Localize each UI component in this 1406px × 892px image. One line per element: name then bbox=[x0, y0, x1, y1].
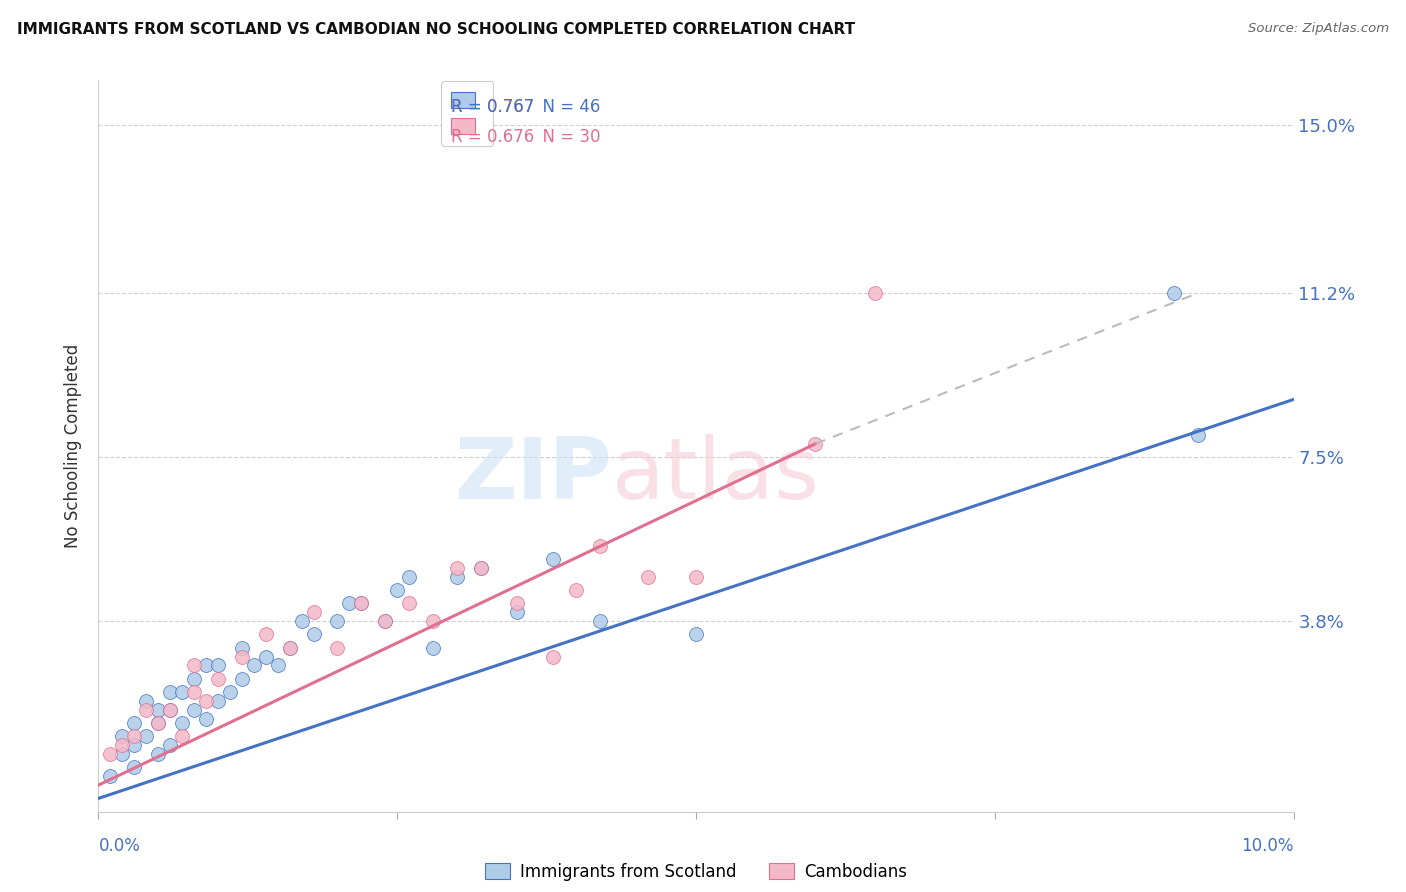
Point bbox=[183, 658, 205, 673]
Point bbox=[326, 614, 349, 628]
Point bbox=[183, 672, 205, 686]
Point bbox=[446, 570, 468, 584]
Point bbox=[254, 649, 277, 664]
Point bbox=[124, 738, 146, 752]
Point bbox=[506, 605, 529, 619]
Point bbox=[446, 561, 468, 575]
Point bbox=[159, 703, 181, 717]
Text: atlas: atlas bbox=[613, 434, 820, 516]
Point bbox=[326, 640, 349, 655]
Point bbox=[207, 694, 229, 708]
Point bbox=[172, 685, 194, 699]
Point bbox=[350, 596, 373, 610]
Point bbox=[148, 716, 170, 731]
Point bbox=[243, 658, 266, 673]
Point bbox=[302, 605, 325, 619]
Text: N = 30: N = 30 bbox=[533, 128, 600, 145]
Point bbox=[470, 561, 492, 575]
Point bbox=[159, 685, 181, 699]
Point bbox=[267, 658, 290, 673]
Point bbox=[398, 596, 420, 610]
Text: N = 46: N = 46 bbox=[533, 98, 600, 116]
Point bbox=[685, 570, 707, 584]
Point bbox=[111, 730, 134, 744]
Point bbox=[804, 437, 827, 451]
Point bbox=[685, 627, 707, 641]
Text: R = 0.767: R = 0.767 bbox=[451, 98, 534, 116]
Point bbox=[207, 672, 229, 686]
Point bbox=[374, 614, 396, 628]
Point bbox=[1163, 286, 1185, 301]
Point bbox=[183, 703, 205, 717]
Point bbox=[278, 640, 301, 655]
Text: IMMIGRANTS FROM SCOTLAND VS CAMBODIAN NO SCHOOLING COMPLETED CORRELATION CHART: IMMIGRANTS FROM SCOTLAND VS CAMBODIAN NO… bbox=[17, 22, 855, 37]
Point bbox=[148, 703, 170, 717]
Point bbox=[100, 769, 122, 783]
Point bbox=[385, 583, 409, 598]
Point bbox=[350, 596, 373, 610]
Point bbox=[589, 539, 612, 553]
Point bbox=[124, 760, 146, 774]
Point bbox=[135, 730, 157, 744]
Point bbox=[219, 685, 242, 699]
Point bbox=[207, 658, 229, 673]
Point bbox=[195, 694, 218, 708]
Point bbox=[422, 614, 444, 628]
Point bbox=[470, 561, 492, 575]
Y-axis label: No Schooling Completed: No Schooling Completed bbox=[65, 344, 83, 548]
Point bbox=[541, 552, 564, 566]
Point bbox=[159, 703, 181, 717]
Point bbox=[565, 583, 588, 598]
Text: ZIP: ZIP bbox=[454, 434, 613, 516]
Point bbox=[302, 627, 325, 641]
Point bbox=[100, 747, 122, 761]
Point bbox=[135, 694, 157, 708]
Point bbox=[124, 730, 146, 744]
Point bbox=[278, 640, 301, 655]
Point bbox=[172, 730, 194, 744]
Point bbox=[159, 738, 181, 752]
Point bbox=[422, 640, 444, 655]
Point bbox=[254, 627, 277, 641]
Point bbox=[637, 570, 659, 584]
Point bbox=[541, 649, 564, 664]
Text: R = 0.676: R = 0.676 bbox=[451, 128, 534, 145]
Point bbox=[231, 672, 253, 686]
Point bbox=[339, 596, 360, 610]
Point bbox=[291, 614, 314, 628]
Point bbox=[111, 747, 134, 761]
Point bbox=[1187, 428, 1209, 442]
Text: 0.0%: 0.0% bbox=[98, 837, 141, 855]
Point bbox=[865, 286, 887, 301]
Text: R = 0.767: R = 0.767 bbox=[451, 98, 534, 116]
Legend: Immigrants from Scotland, Cambodians: Immigrants from Scotland, Cambodians bbox=[478, 856, 914, 888]
Point bbox=[506, 596, 529, 610]
Point bbox=[111, 738, 134, 752]
Point bbox=[589, 614, 612, 628]
Point bbox=[148, 747, 170, 761]
Point bbox=[231, 640, 253, 655]
Point bbox=[231, 649, 253, 664]
Point bbox=[172, 716, 194, 731]
Point bbox=[135, 703, 157, 717]
Point bbox=[148, 716, 170, 731]
Point bbox=[183, 685, 205, 699]
Point bbox=[195, 712, 218, 726]
Point bbox=[195, 658, 218, 673]
Point bbox=[124, 716, 146, 731]
Point bbox=[374, 614, 396, 628]
Text: 10.0%: 10.0% bbox=[1241, 837, 1294, 855]
Text: Source: ZipAtlas.com: Source: ZipAtlas.com bbox=[1249, 22, 1389, 36]
Point bbox=[398, 570, 420, 584]
